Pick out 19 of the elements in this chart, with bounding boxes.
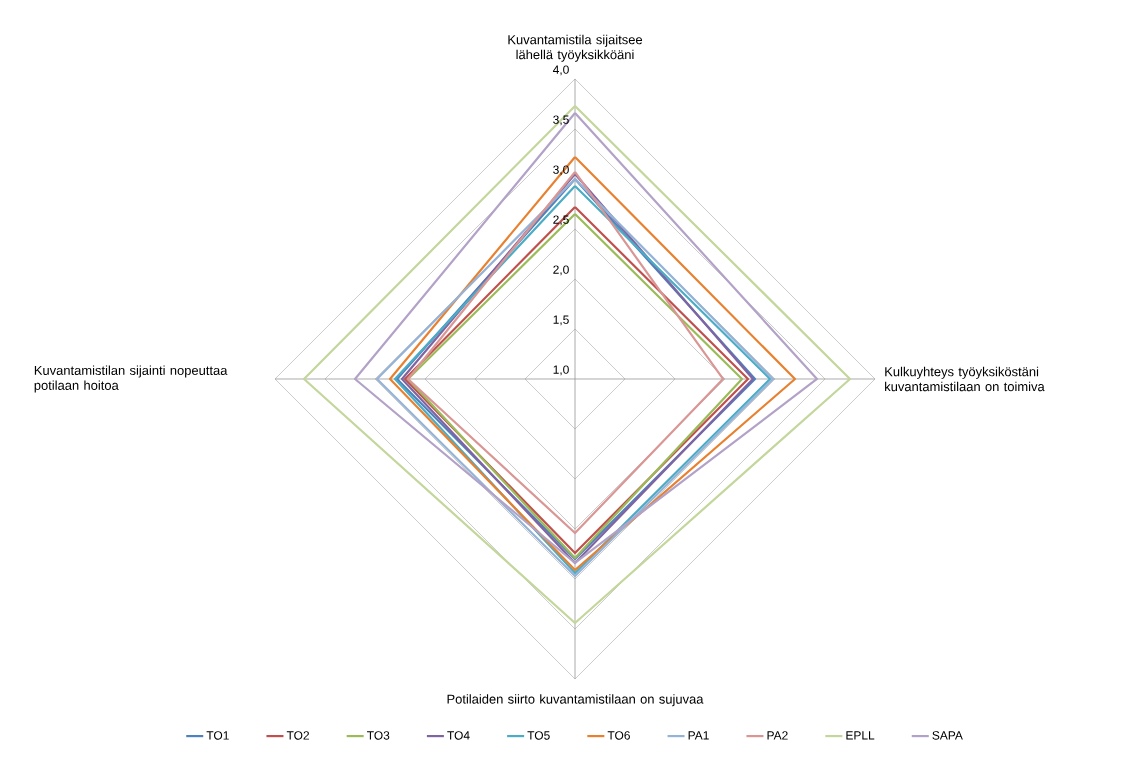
- legend-label: PA1: [688, 731, 709, 740]
- y-tick-label: 3,5: [553, 115, 569, 126]
- legend-label: TO5: [527, 731, 550, 740]
- legend-label: TO6: [607, 731, 630, 740]
- y-tick-label: 1,5: [553, 315, 569, 326]
- spoke-label: Kuvantamistila sijaitsee lähellä työyksikköäni: [508, 34, 643, 62]
- legend-label: TO3: [367, 731, 390, 740]
- y-tick-label: 2,0: [553, 265, 569, 276]
- legend-label: TO2: [286, 731, 309, 740]
- spoke-label: Kuvantamistilan sijainti nopeuttaa potilaan hoitoa: [34, 365, 228, 393]
- spoke-label: Kulkuyhteys työyksiköstäni kuvantamistilaan on toimiva: [885, 366, 1045, 392]
- legend-label: EPLL: [846, 731, 875, 740]
- legend-label: TO1: [206, 731, 229, 740]
- y-tick-label: 1,0: [553, 365, 569, 376]
- legend-label: PA2: [767, 731, 788, 740]
- legend-label: TO4: [447, 731, 470, 740]
- spoke-label: Potilaiden siirto kuvantamistilaan on sujuvaa: [447, 694, 704, 707]
- y-tick-label: 4,0: [552, 65, 569, 76]
- legend-label: SAPA: [932, 731, 963, 740]
